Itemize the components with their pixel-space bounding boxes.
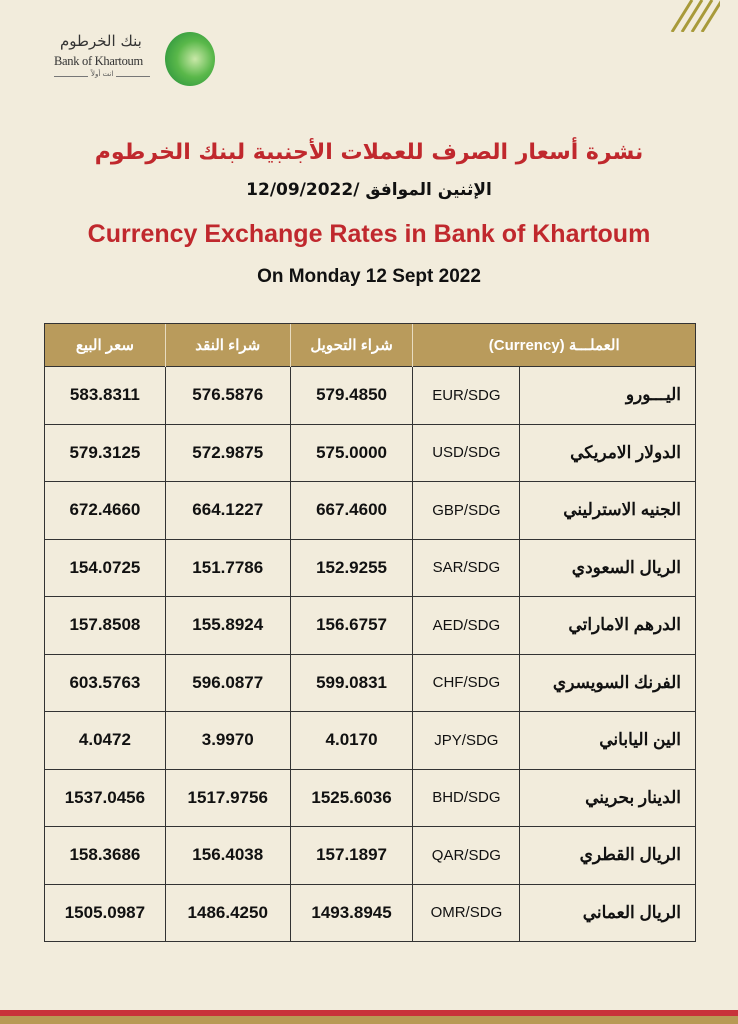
logo-emblem-icon (165, 32, 215, 86)
table-row: 672.4660 664.1227 667.4600 GBP/SDG الجنيه ال… (44, 481, 696, 540)
currency-pair-cell: CHF/SDG (412, 653, 521, 712)
cash-buy-cell: 155.8924 (164, 596, 291, 655)
currency-pair-cell: GBP/SDG (412, 481, 521, 540)
table-row: 579.3125 572.9875 575.0000 USD/SDG الدولار ا… (44, 423, 696, 482)
table-row: 154.0725 151.7786 152.9255 SAR/SDG الريال ال… (44, 538, 696, 597)
transfer-buy-cell: 667.4600 (289, 481, 414, 540)
table-row: 157.8508 155.8924 156.6757 AED/SDG الدرهم ال… (44, 596, 696, 655)
header-sell: سعر البيع (44, 323, 166, 367)
bank-logo: بنك الخرطوم Bank of Khartoum انت أولاً (52, 30, 222, 90)
logo-tagline: انت أولاً (54, 70, 150, 78)
cash-buy-cell: 596.0877 (164, 653, 291, 712)
table-row: 4.0472 3.9970 4.0170 JPY/SDG الين الياباني (44, 711, 696, 770)
transfer-buy-cell: 579.4850 (289, 366, 414, 425)
currency-pair-cell: EUR/SDG (412, 366, 521, 425)
sell-cell: 154.0725 (44, 538, 166, 597)
header-currency: العملـــة (Currency) (412, 323, 696, 367)
cash-buy-cell: 572.9875 (164, 423, 291, 482)
sell-cell: 1537.0456 (44, 768, 166, 827)
sell-cell: 158.3686 (44, 826, 166, 885)
table-row: 1505.0987 1486.4250 1493.8945 OMR/SDG الريال… (44, 883, 696, 942)
cash-buy-cell: 3.9970 (164, 711, 291, 770)
title-arabic: نشرة أسعار الصرف للعملات الأجنبية لبنك ا… (94, 140, 644, 165)
decorative-stripes (670, 0, 720, 32)
currency-name-cell: اليـــورو (519, 366, 696, 425)
date-arabic: الإثنين الموافق /12/09/2022 (246, 180, 492, 200)
currency-pair-cell: BHD/SDG (412, 768, 521, 827)
currency-name-cell: الريال العماني (519, 883, 696, 942)
cash-buy-cell: 576.5876 (164, 366, 291, 425)
currency-name-cell: الريال القطري (519, 826, 696, 885)
sell-cell: 157.8508 (44, 596, 166, 655)
exchange-rates-table: سعر البيع شراء النقد شراء التحويل العملـ… (44, 323, 696, 942)
currency-pair-cell: JPY/SDG (412, 711, 521, 770)
transfer-buy-cell: 575.0000 (289, 423, 414, 482)
header-transfer-buy: شراء التحويل (289, 323, 413, 367)
transfer-buy-cell: 4.0170 (289, 711, 414, 770)
logo-arabic: بنك الخرطوم (60, 32, 142, 50)
transfer-buy-cell: 157.1897 (289, 826, 414, 885)
footer-gold-band (0, 1016, 738, 1024)
cash-buy-cell: 664.1227 (164, 481, 291, 540)
currency-pair-cell: USD/SDG (412, 423, 521, 482)
transfer-buy-cell: 156.6757 (289, 596, 414, 655)
sell-cell: 603.5763 (44, 653, 166, 712)
currency-name-cell: الفرنك السويسري (519, 653, 696, 712)
header-cash-buy: شراء النقد (164, 323, 291, 367)
cash-buy-cell: 156.4038 (164, 826, 291, 885)
table-header-row: سعر البيع شراء النقد شراء التحويل العملـ… (44, 323, 696, 367)
currency-name-cell: الين الياباني (519, 711, 696, 770)
table-row: 1537.0456 1517.9756 1525.6036 BHD/SDG الدينا… (44, 768, 696, 827)
currency-name-cell: الجنيه الاسترليني (519, 481, 696, 540)
cash-buy-cell: 151.7786 (164, 538, 291, 597)
date-english: On Monday 12 Sept 2022 (257, 266, 481, 287)
transfer-buy-cell: 1525.6036 (289, 768, 414, 827)
cash-buy-cell: 1517.9756 (164, 768, 291, 827)
currency-pair-cell: OMR/SDG (412, 883, 521, 942)
currency-name-cell: الدرهم الاماراتي (519, 596, 696, 655)
table-row: 603.5763 596.0877 599.0831 CHF/SDG الفرنك ال… (44, 653, 696, 712)
transfer-buy-cell: 152.9255 (289, 538, 414, 597)
currency-pair-cell: QAR/SDG (412, 826, 521, 885)
currency-name-cell: الدينار بحريني (519, 768, 696, 827)
table-row: 583.8311 576.5876 579.4850 EUR/SDG اليـــورو (44, 366, 696, 425)
sell-cell: 4.0472 (44, 711, 166, 770)
transfer-buy-cell: 1493.8945 (289, 883, 414, 942)
logo-english: Bank of Khartoum (54, 54, 143, 68)
sell-cell: 579.3125 (44, 423, 166, 482)
title-english: Currency Exchange Rates in Bank of Khart… (87, 220, 651, 248)
currency-pair-cell: AED/SDG (412, 596, 521, 655)
cash-buy-cell: 1486.4250 (164, 883, 291, 942)
sell-cell: 583.8311 (44, 366, 166, 425)
transfer-buy-cell: 599.0831 (289, 653, 414, 712)
sell-cell: 672.4660 (44, 481, 166, 540)
currency-name-cell: الريال السعودي (519, 538, 696, 597)
currency-pair-cell: SAR/SDG (412, 538, 521, 597)
sell-cell: 1505.0987 (44, 883, 166, 942)
currency-name-cell: الدولار الامريكي (519, 423, 696, 482)
table-row: 158.3686 156.4038 157.1897 QAR/SDG الريال ال… (44, 826, 696, 885)
footer-red-band (0, 1010, 738, 1016)
